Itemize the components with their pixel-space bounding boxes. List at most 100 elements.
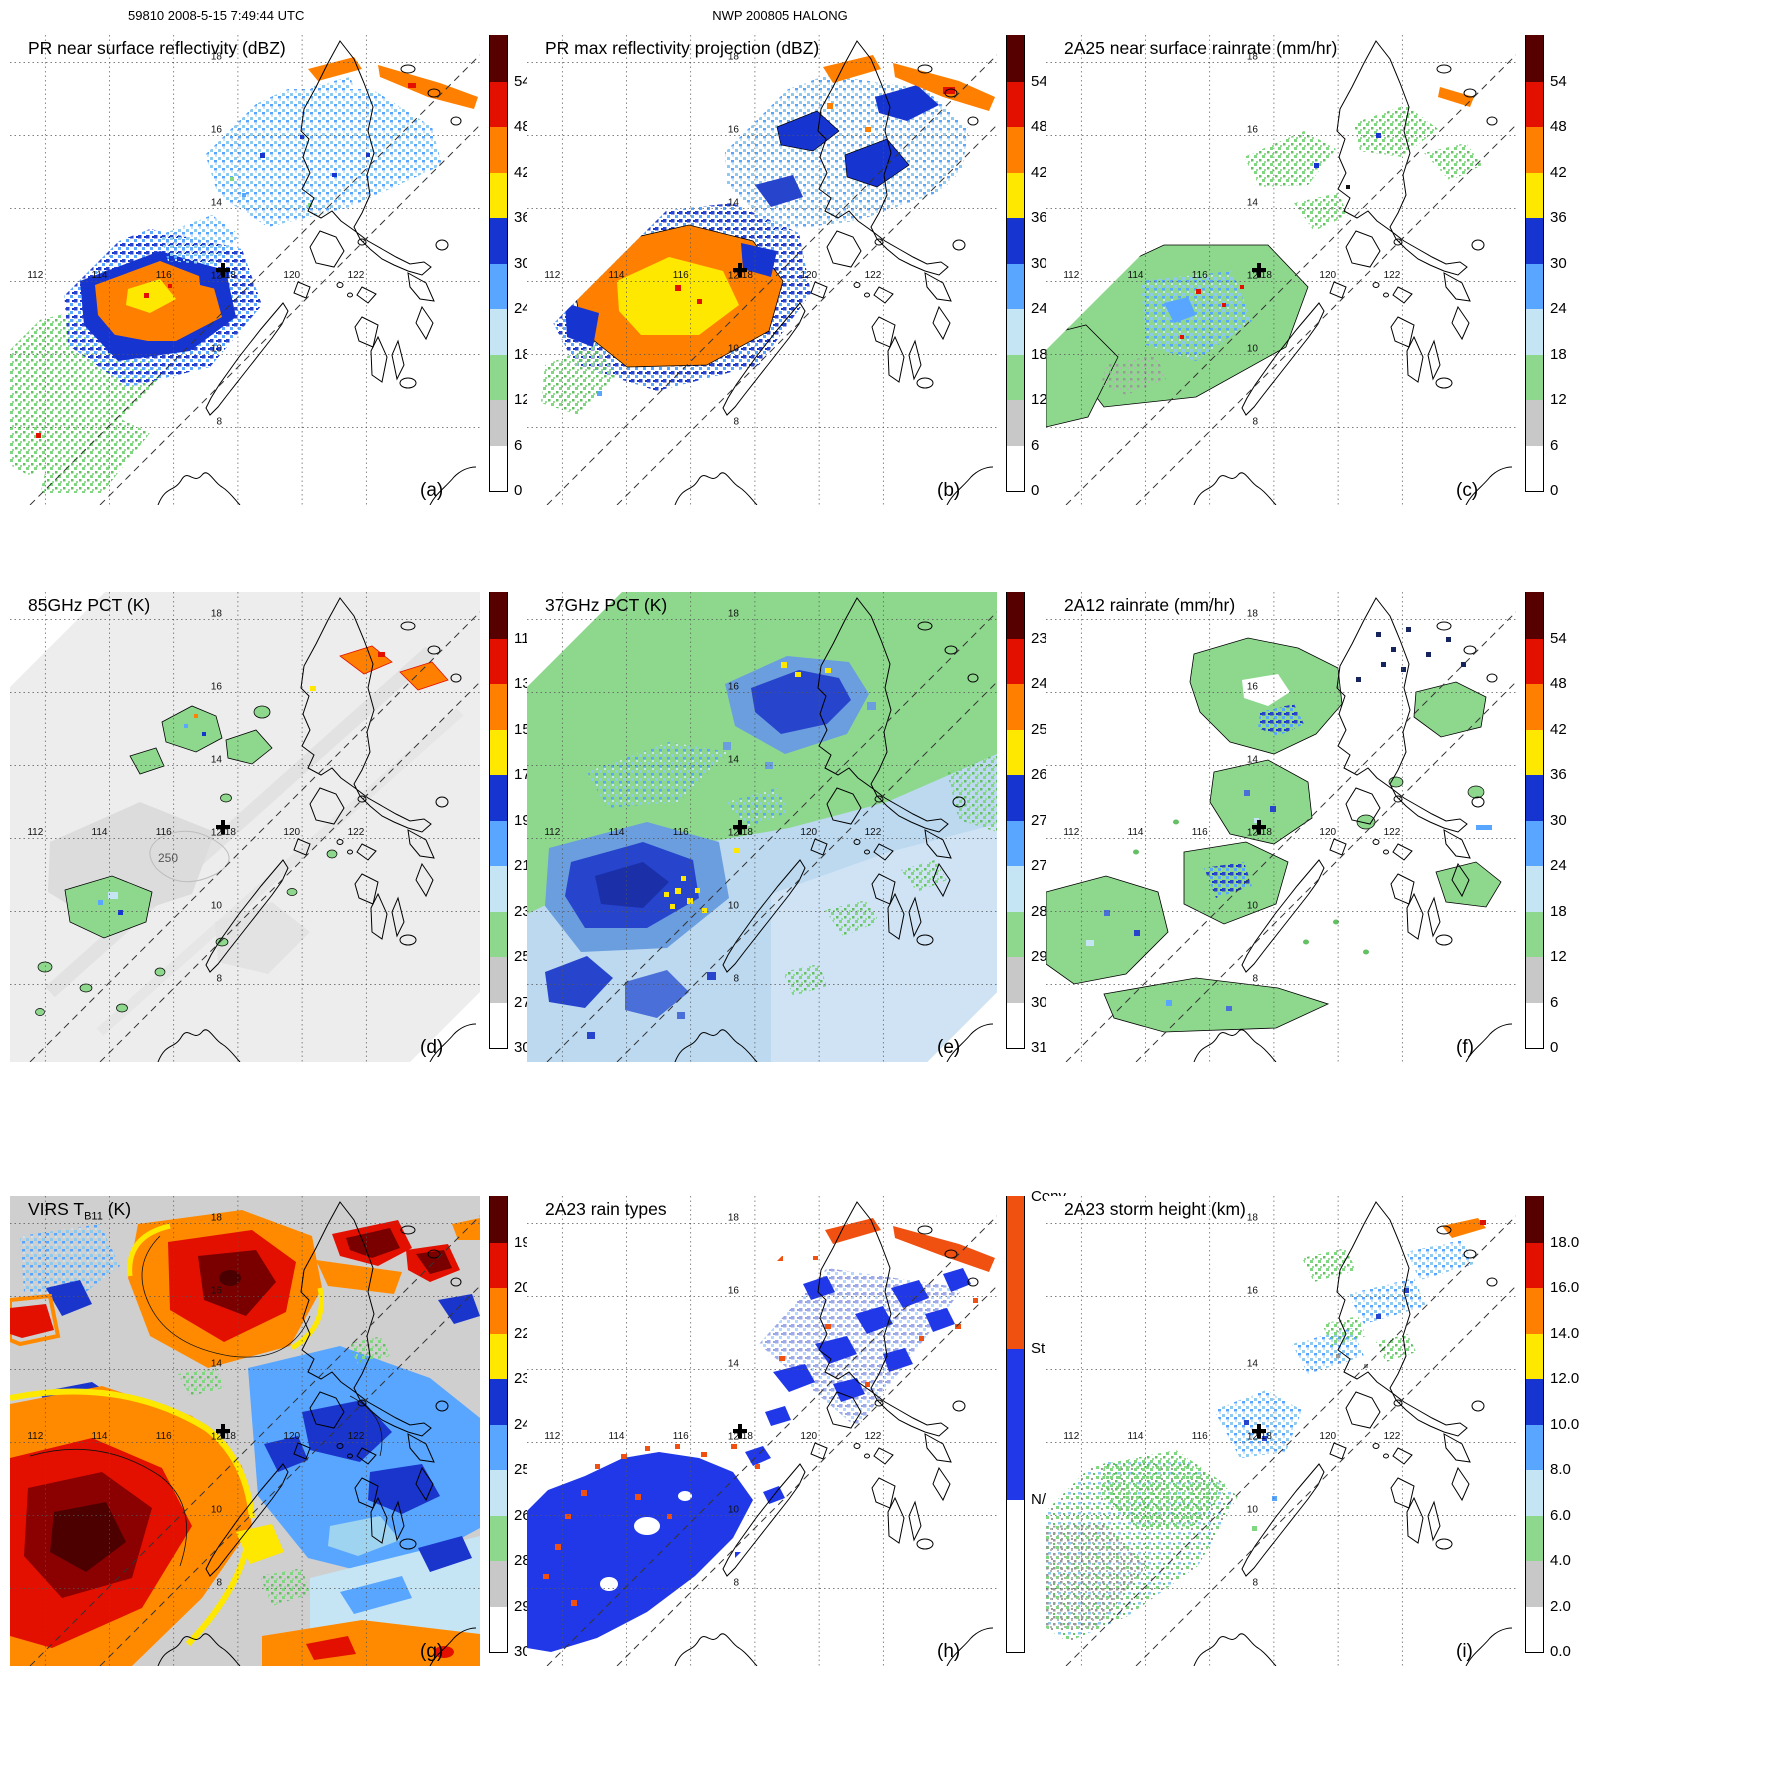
- colorbar-segment: [1526, 592, 1543, 639]
- colorbar-segment: [1007, 1498, 1024, 1652]
- lon-label: 120: [283, 827, 300, 838]
- lat-label: 18: [728, 1212, 740, 1223]
- colorbar-tick-label: 24: [1031, 300, 1048, 317]
- colorbar-segment: [1526, 353, 1543, 400]
- panel-title: 37GHz PCT (K): [545, 595, 668, 615]
- lat-label: 16: [1247, 1285, 1259, 1296]
- lat-label: 8: [733, 1577, 739, 1588]
- lon-label: 116: [673, 1431, 689, 1442]
- colorbar-segment: [1007, 728, 1024, 775]
- lat-label: 10: [211, 343, 223, 354]
- lon-label: 114: [1128, 270, 1144, 281]
- lon-label: 116: [1192, 270, 1208, 281]
- swath-edge-dashed: [29, 54, 480, 505]
- colorbar-segment: [1526, 910, 1543, 957]
- lat-label: 8: [216, 973, 222, 984]
- lon-label: 120: [800, 270, 817, 281]
- storm-center-cross: [1252, 820, 1266, 834]
- map-furniture: 112 114 116 118 120 122 18 16 14 12 10 8: [10, 35, 480, 505]
- colorbar-tick-label: 36: [1550, 209, 1567, 226]
- colorbar-tick-label: 42: [1031, 163, 1048, 181]
- colorbar-tick-label: 30: [1031, 254, 1048, 272]
- map-furniture: 112 114 116 118 120 122 18 16 14 12 10 8: [10, 1196, 480, 1666]
- colorbar-tick-label: 48: [514, 118, 531, 135]
- lon-label: 112: [27, 827, 43, 838]
- colorbar-segment: [1526, 683, 1543, 730]
- lon-label: 118: [737, 270, 753, 281]
- colorbar-segment: [490, 1469, 507, 1516]
- colorbar-tick-label: 18: [1550, 345, 1567, 363]
- colorbar-segment: [1526, 262, 1543, 309]
- lon-label: 120: [800, 1431, 817, 1442]
- lon-label: 114: [1128, 1431, 1144, 1442]
- colorbar-tick-label: 24: [1550, 857, 1567, 874]
- lon-label: 116: [156, 270, 172, 281]
- lat-label: 16: [211, 1285, 223, 1296]
- colorbar-segment: [1007, 637, 1024, 684]
- scan-id-timestamp: 59810 2008-5-15 7:49:44 UTC: [128, 8, 305, 23]
- colorbar-segment: [1007, 171, 1024, 218]
- lon-label: 112: [544, 270, 560, 281]
- map-furniture: 112 114 116 118 120 122 18 16 14 12 10 8: [527, 1196, 997, 1666]
- panel-letter: (b): [937, 480, 961, 501]
- panel-title: 2A25 near surface rainrate (mm/hr): [1064, 38, 1338, 58]
- colorbar-segment: [1526, 819, 1543, 866]
- colorbar-segment: [1007, 353, 1024, 400]
- colorbar-segment: [490, 1378, 507, 1425]
- lon-label: 122: [1384, 1431, 1401, 1442]
- colorbar-segment: [490, 1605, 507, 1652]
- lat-label: 14: [728, 754, 740, 765]
- lat-label: 14: [211, 1358, 223, 1369]
- colorbar-tick-label: 16.0: [1550, 1279, 1580, 1296]
- lat-label: 12: [728, 270, 740, 281]
- lat-label: 14: [728, 197, 740, 208]
- lon-label: 114: [609, 827, 625, 838]
- colorbar-tick-label: 54: [514, 72, 531, 90]
- panel-title: PR max reflectivity projection (dBZ): [545, 38, 820, 58]
- lat-label: 18: [211, 1212, 223, 1223]
- colorbar-tick-label: 48: [1031, 118, 1048, 135]
- lon-label: 116: [1192, 1431, 1208, 1442]
- panel-letter: (f): [1456, 1037, 1474, 1058]
- colorbar-segment: [1526, 171, 1543, 218]
- lon-label: 122: [865, 1431, 882, 1442]
- lat-label: 16: [728, 681, 740, 692]
- colorbar-segment: [490, 637, 507, 684]
- map-furniture: 112 114 116 118 120 122 18 16 14 12 10 8: [1046, 592, 1516, 1062]
- contour-label-250: 250: [158, 851, 178, 865]
- colorbar-segment: [1526, 1514, 1543, 1561]
- lon-label: 112: [27, 1431, 43, 1442]
- colorbar-tick-label: 54: [1031, 72, 1048, 90]
- colorbar-tick-label: 24: [514, 300, 531, 317]
- lat-label: 14: [1247, 754, 1259, 765]
- colorbar: 315 306 297 288 279 270 261 252 243 234: [1006, 592, 1056, 1056]
- lat-label: 12: [211, 1431, 223, 1442]
- colorbar-tick-label: 18: [1031, 345, 1048, 363]
- storm-center-cross: [1252, 1424, 1266, 1438]
- panel-title: PR near surface reflectivity (dBZ): [28, 38, 286, 58]
- lon-label: 118: [737, 827, 753, 838]
- colorbar-segment: [1526, 1001, 1543, 1048]
- lat-label: 18: [728, 51, 740, 62]
- colorbar-segment: [490, 774, 507, 821]
- lat-label: 16: [1247, 124, 1259, 135]
- lon-label: 114: [92, 827, 108, 838]
- map-panel-g: 112 114 116 118 120 122 18 16 14 12 10 8: [10, 1196, 480, 1666]
- colorbar-segment: [1526, 35, 1543, 82]
- panel-letter: (c): [1456, 480, 1479, 501]
- lat-label: 18: [211, 51, 223, 62]
- lat-label: 14: [1247, 197, 1259, 208]
- lat-label: 10: [1247, 1504, 1259, 1515]
- lat-label: 8: [216, 416, 222, 427]
- colorbar-segment: [1526, 1423, 1543, 1470]
- colorbar-segment: [1007, 217, 1024, 264]
- lon-label: 114: [609, 1431, 625, 1442]
- swath-edge-dashed: [546, 611, 997, 1062]
- colorbar-tick-label: 6: [1550, 993, 1559, 1011]
- lat-label: 16: [211, 124, 223, 135]
- panel-c: 2A25 near surface rainrate (mm/hr): [1036, 0, 1624, 580]
- panel-e: 37GHz PCT (K): [517, 557, 1105, 1137]
- swath-edge-dashed: [1065, 54, 1516, 505]
- lon-label: 112: [1063, 827, 1079, 838]
